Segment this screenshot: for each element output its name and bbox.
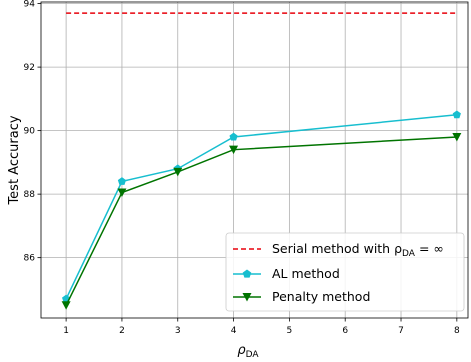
legend-serial-suffix: = ∞ xyxy=(415,241,444,256)
series-1-point xyxy=(229,145,239,155)
x-axis-label-main: ρ xyxy=(237,343,246,358)
grid xyxy=(41,2,468,318)
x-axis-label-sub: DA xyxy=(246,350,260,360)
series-0-point xyxy=(452,110,461,119)
legend-serial-sub: DA xyxy=(402,249,416,259)
x-tick-label: 6 xyxy=(342,326,348,336)
x-tick-label: 7 xyxy=(398,326,404,336)
ticks: 1 2 3 4 5 6 7 8 86 88 90 92 94 xyxy=(24,0,460,336)
legend-box xyxy=(225,232,465,312)
legend-label-penalty: Penalty method xyxy=(272,289,370,304)
y-tick-label: 94 xyxy=(24,0,36,10)
legend-marker-al xyxy=(242,269,252,278)
legend-label-al: AL method xyxy=(272,266,340,281)
series-group xyxy=(61,110,462,310)
legend: Serial method with ρDA = ∞ AL method Pen… xyxy=(225,232,465,312)
y-tick-label: 86 xyxy=(24,254,36,264)
series-1-point xyxy=(61,301,71,310)
y-tick-label: 90 xyxy=(24,127,36,137)
series-1-point xyxy=(452,132,462,142)
legend-serial-prefix: Serial method with ρ xyxy=(272,241,402,256)
series-0-point xyxy=(229,132,238,141)
legend-marker-penalty xyxy=(242,293,252,302)
x-tick-label: 8 xyxy=(454,326,460,336)
x-axis-label: ρDA xyxy=(237,343,259,360)
series-1-point xyxy=(173,167,183,177)
y-tick-label: 92 xyxy=(24,63,35,73)
y-axis-label: Test Accuracy xyxy=(7,115,22,205)
x-tick-label: 2 xyxy=(119,326,125,336)
x-tick-label: 5 xyxy=(287,326,293,336)
y-tick-label: 88 xyxy=(24,190,36,200)
x-tick-label: 1 xyxy=(63,326,69,336)
x-tick-label: 4 xyxy=(231,326,237,336)
plot-frame xyxy=(40,1,469,319)
legend-label-serial: Serial method with ρDA = ∞ xyxy=(272,241,444,259)
series-0-point xyxy=(117,177,127,185)
x-tick-label: 3 xyxy=(175,326,181,336)
series-1-point xyxy=(117,188,127,198)
